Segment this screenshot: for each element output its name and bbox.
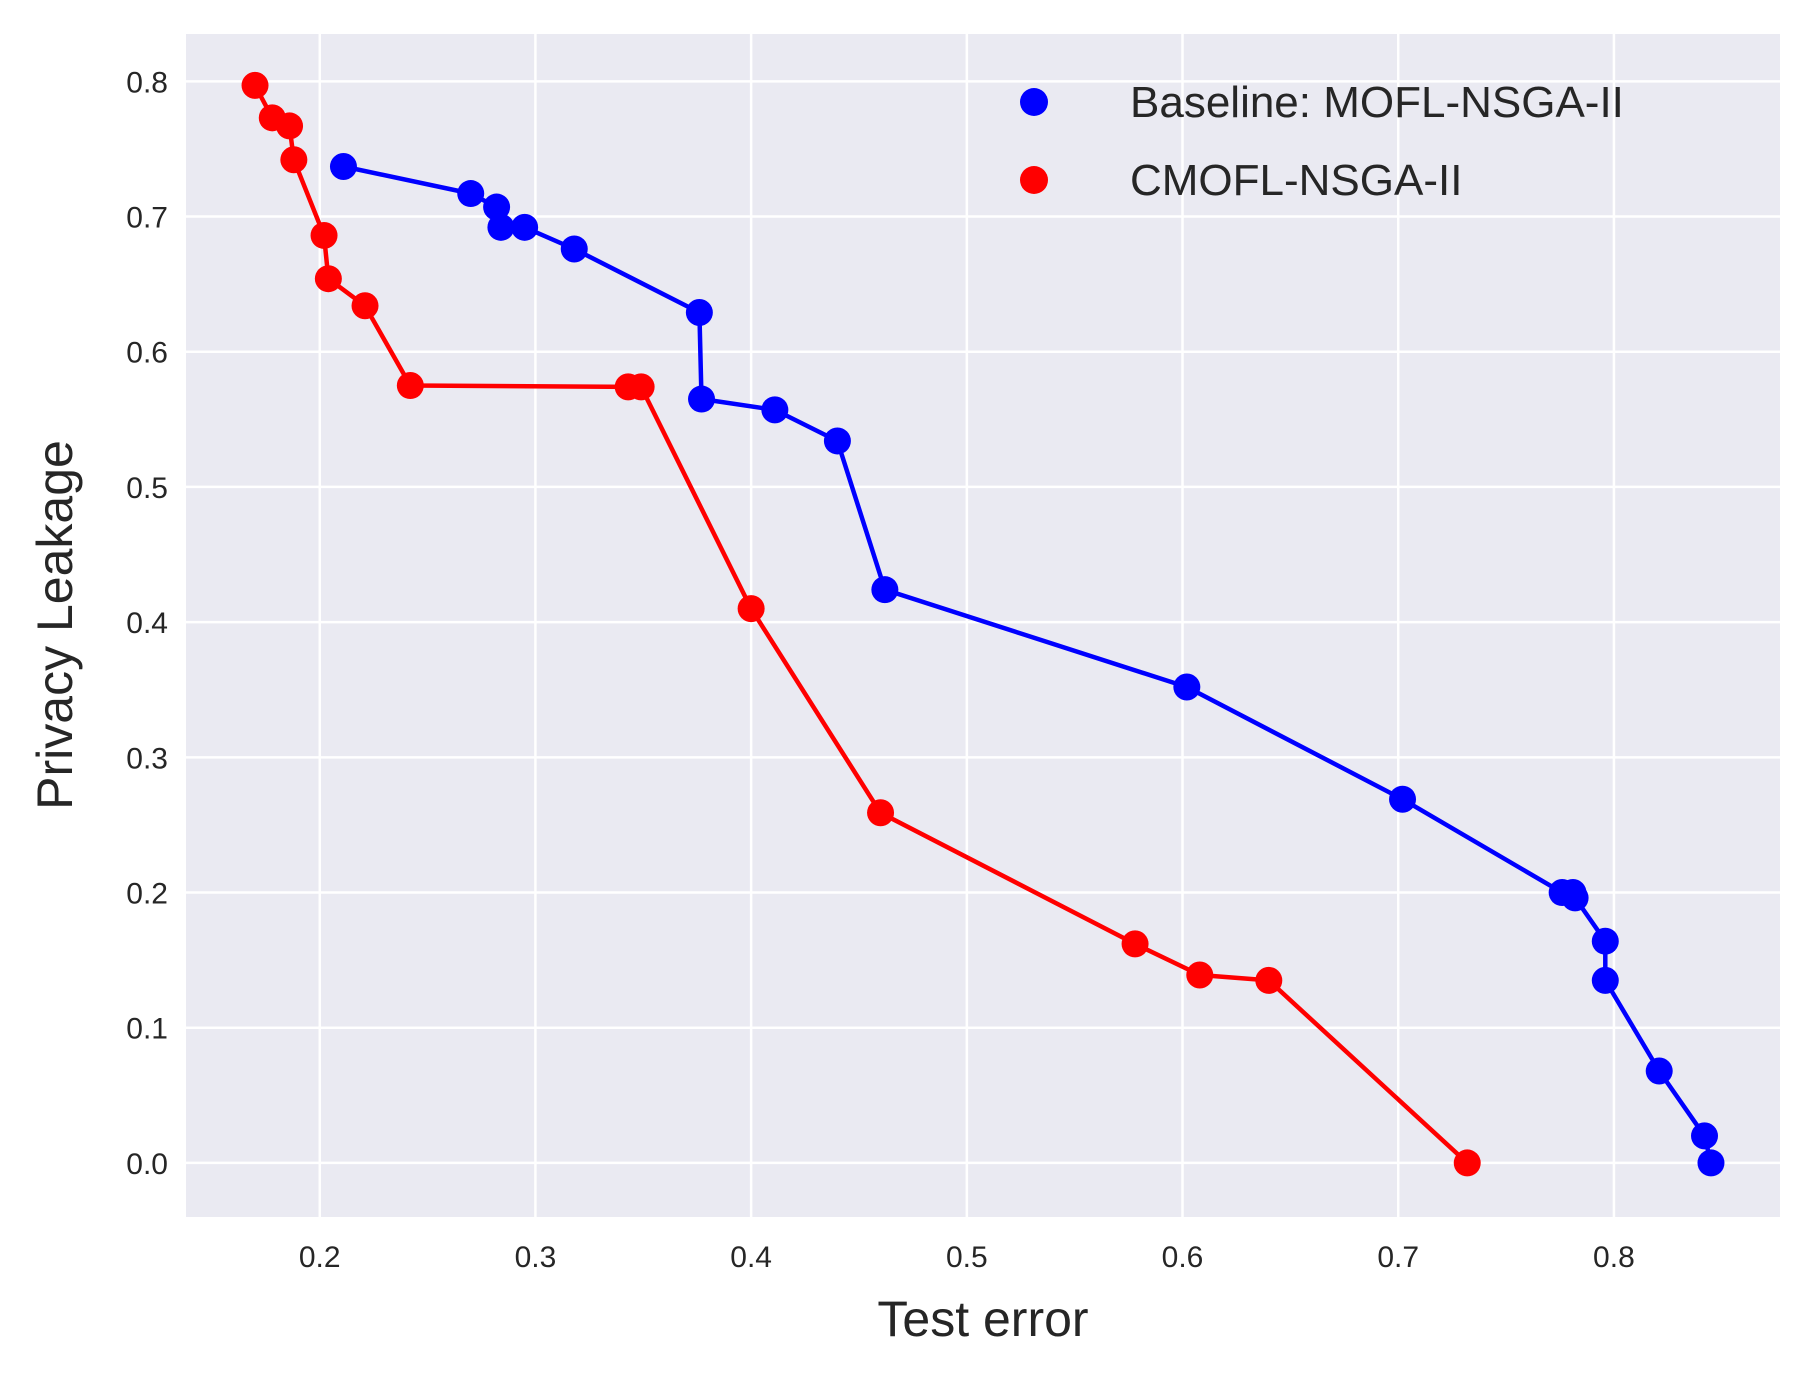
x-tick-label: 0.8 (1593, 1241, 1635, 1274)
data-point (1645, 1057, 1673, 1085)
data-point (560, 235, 588, 263)
data-point (871, 576, 899, 604)
data-point (511, 213, 539, 241)
x-tick-label: 0.4 (730, 1241, 772, 1274)
legend-marker (1020, 88, 1048, 116)
x-tick-label: 0.6 (1162, 1241, 1204, 1274)
series-layer (241, 71, 1725, 1177)
legend: Baseline: MOFL-NSGA-II CMOFL-NSGA-II (1020, 78, 1624, 205)
y-tick-label: 0.5 (126, 472, 168, 505)
data-point (487, 213, 515, 241)
y-tick-label: 0.4 (126, 607, 168, 640)
x-axis-label: Test error (877, 1291, 1088, 1347)
legend-label: CMOFL-NSGA-II (1130, 156, 1462, 205)
data-point (823, 427, 851, 455)
data-point (276, 112, 304, 140)
plot-background (186, 34, 1780, 1217)
x-tick-label: 0.2 (299, 1241, 341, 1274)
data-point (737, 595, 765, 623)
data-point (1697, 1149, 1725, 1177)
y-tick-label: 0.7 (126, 202, 168, 235)
data-point (1173, 673, 1201, 701)
data-point (457, 180, 485, 208)
data-point (241, 71, 269, 99)
y-tick-label: 0.8 (126, 66, 168, 99)
data-point (329, 152, 357, 180)
data-point (1453, 1149, 1481, 1177)
y-tick-label: 0.6 (126, 337, 168, 370)
data-point (867, 799, 895, 827)
data-point (688, 385, 716, 413)
series-2 (241, 71, 1481, 1177)
data-point (761, 396, 789, 424)
legend-marker (1020, 166, 1048, 194)
data-point (1691, 1122, 1719, 1150)
y-axis-label: Privacy Leakage (27, 440, 83, 810)
data-point (351, 292, 379, 320)
data-point (1121, 930, 1149, 958)
data-point (1389, 785, 1417, 813)
data-point (314, 265, 342, 293)
data-point (396, 372, 424, 400)
y-tick-label: 0.1 (126, 1013, 168, 1046)
x-axis-ticks: 0.2 0.3 0.4 0.5 0.6 0.7 0.8 (299, 1241, 1635, 1274)
data-point (685, 299, 713, 327)
data-point (1186, 961, 1214, 989)
y-tick-label: 0.3 (126, 742, 168, 775)
y-axis-ticks: 0.0 0.1 0.2 0.3 0.4 0.5 0.6 0.7 0.8 (126, 66, 168, 1181)
data-point (310, 221, 338, 249)
legend-label: Baseline: MOFL-NSGA-II (1130, 78, 1624, 127)
data-point (483, 193, 511, 221)
data-point (1255, 966, 1283, 994)
grid-lines (186, 34, 1780, 1217)
data-point (1561, 884, 1589, 912)
legend-item: CMOFL-NSGA-II (1020, 156, 1462, 205)
series-line (253, 84, 1469, 1165)
data-point (280, 146, 308, 174)
x-tick-label: 0.7 (1377, 1241, 1419, 1274)
series-1 (329, 152, 1725, 1177)
x-tick-label: 0.5 (946, 1241, 988, 1274)
y-tick-label: 0.2 (126, 878, 168, 911)
data-point (627, 373, 655, 401)
y-tick-label: 0.0 (126, 1148, 168, 1181)
data-point (1591, 927, 1619, 955)
data-point (1591, 966, 1619, 994)
x-tick-label: 0.3 (515, 1241, 557, 1274)
legend-item: Baseline: MOFL-NSGA-II (1020, 78, 1624, 127)
